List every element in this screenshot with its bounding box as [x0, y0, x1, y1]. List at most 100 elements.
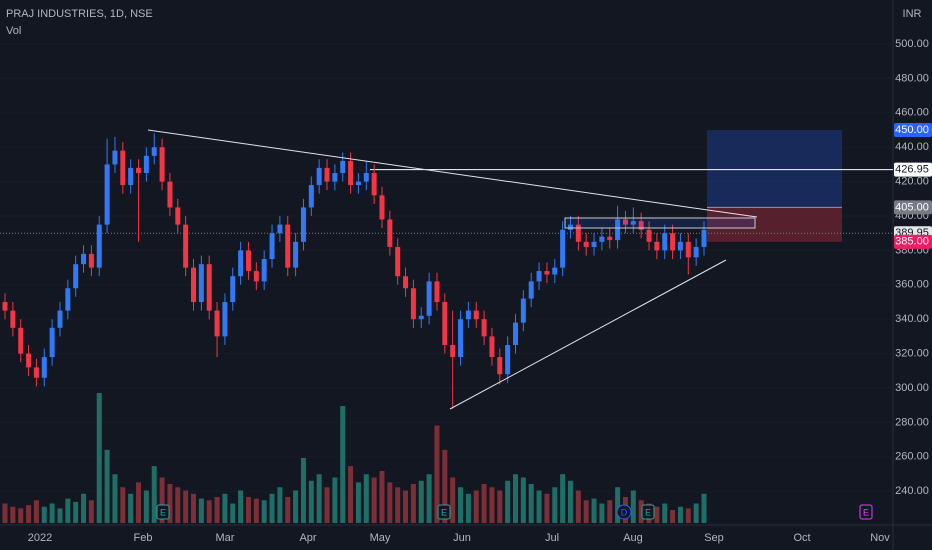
volume-bar: [73, 501, 79, 523]
volume-bar: [167, 484, 173, 523]
volume-bar: [410, 484, 416, 523]
x-tick-label: Jun: [453, 532, 471, 544]
x-tick-label: Nov: [870, 532, 890, 544]
volume-bar: [65, 498, 71, 523]
volume-bar: [10, 506, 16, 523]
volume-bar: [458, 487, 464, 523]
candle-body: [81, 253, 87, 265]
volume-bar: [206, 500, 212, 523]
volume-bar: [473, 490, 479, 523]
candle-body: [654, 241, 660, 251]
y-tick-label: 420.00: [895, 176, 929, 188]
volume-bar: [128, 493, 134, 523]
candle-body: [136, 167, 142, 174]
volume-bar: [41, 506, 47, 523]
volume-bar: [662, 503, 668, 523]
candle-body: [403, 276, 409, 289]
volume-bar: [567, 480, 573, 523]
candle-body: [214, 310, 220, 337]
volume-bar: [638, 500, 644, 523]
volume-bar: [677, 506, 683, 523]
volume-bar: [120, 487, 126, 523]
volume-bar: [238, 490, 244, 523]
candle-body: [520, 298, 526, 323]
candle-body: [685, 241, 691, 258]
candle-body: [567, 224, 573, 230]
volume-bar: [143, 490, 149, 523]
price-label: 450.00: [895, 124, 929, 136]
x-tick-label: Sep: [704, 532, 724, 544]
volume-bar: [403, 490, 409, 523]
volume-bar: [442, 449, 448, 523]
candle-body: [96, 224, 102, 268]
volume-bar: [481, 484, 487, 523]
volume-bar: [324, 487, 330, 523]
volume-bar: [630, 490, 636, 523]
candle-body: [167, 181, 173, 208]
candle-body: [395, 246, 401, 277]
volume-bar: [363, 474, 369, 523]
volume-bar: [332, 477, 338, 523]
candle-body: [622, 219, 628, 225]
volume-bar: [552, 487, 558, 523]
event-marker: [437, 504, 451, 520]
volume-bar: [261, 500, 267, 523]
y-tick-label: 440.00: [895, 141, 929, 153]
candle-body: [583, 241, 589, 247]
candle-body: [646, 229, 652, 242]
y-tick-label: 240.00: [895, 485, 929, 497]
candle-body: [73, 264, 79, 289]
candle-body: [599, 236, 605, 242]
candle-body: [300, 207, 306, 242]
candle-body: [513, 322, 519, 346]
volume-bar: [18, 508, 24, 523]
candle-body: [245, 250, 251, 272]
price-label-bg: [894, 200, 932, 215]
candle-body: [693, 246, 699, 258]
candle-body: [426, 281, 432, 316]
volume-bar: [214, 497, 220, 523]
volume-bar: [583, 500, 589, 523]
volume-bar: [418, 480, 424, 523]
range-box: [564, 217, 756, 229]
volume-bar: [693, 503, 699, 523]
candle-body: [528, 281, 534, 299]
y-tick-label: 360.00: [895, 279, 929, 291]
candle-body: [497, 357, 503, 375]
candle-body: [41, 357, 47, 378]
y-tick-label: 280.00: [895, 416, 929, 428]
candle-body: [183, 224, 189, 268]
volume-bar: [513, 474, 519, 523]
volume-bar: [285, 497, 291, 523]
candle-body: [238, 250, 244, 277]
volume-bar: [222, 493, 228, 523]
volume-bar: [536, 490, 542, 523]
price-label: 405.00: [895, 201, 929, 213]
candle-body: [269, 233, 275, 260]
candle-body: [33, 367, 39, 378]
volume-bar: [88, 500, 94, 523]
event-label: E: [863, 507, 869, 517]
candle-body: [340, 160, 346, 174]
candle-body: [591, 241, 597, 247]
x-tick-label: Apr: [299, 532, 316, 544]
candle-body: [206, 264, 212, 311]
x-tick-label: Jul: [545, 532, 559, 544]
candle-body: [143, 155, 149, 174]
candle-body: [662, 233, 668, 251]
candle-body: [175, 207, 181, 225]
chart-title: PRAJ INDUSTRIES, 1D, NSE: [6, 8, 153, 20]
candle-body: [560, 229, 566, 268]
event-marker: [859, 504, 873, 520]
candle-body: [355, 181, 361, 186]
volume-bar: [379, 471, 385, 523]
y-tick-label: 300.00: [895, 382, 929, 394]
event-marker: [616, 504, 632, 520]
event-label: E: [645, 507, 651, 517]
volume-bar: [348, 466, 354, 523]
y-tick-label: 320.00: [895, 348, 929, 360]
x-tick-label: Feb: [134, 532, 153, 544]
price-label-bg: [894, 123, 932, 138]
volume-bar: [230, 503, 236, 523]
volume-bar: [465, 493, 471, 523]
